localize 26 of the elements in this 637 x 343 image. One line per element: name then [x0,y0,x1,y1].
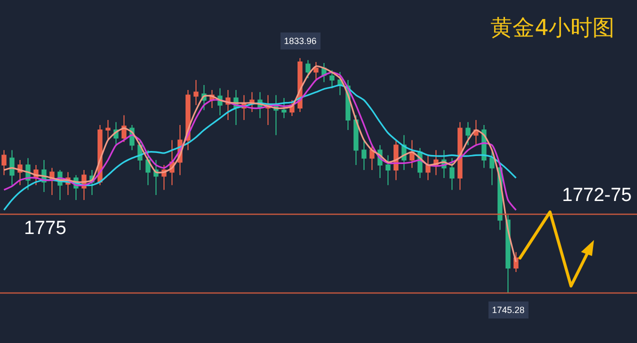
annotation: 1833.96 [284,36,317,46]
candlestick [146,150,150,186]
ref-line-label: 1775 [24,218,66,239]
candlestick [370,144,374,171]
candlestick [250,92,254,113]
text: 1772-75 [562,185,632,206]
candlestick [10,150,14,186]
text: 黄金4小时图 [490,16,615,42]
candlestick [330,70,334,89]
candlestick [458,122,462,190]
candlestick [386,154,390,186]
candlestick [354,114,358,166]
candlestick [362,140,366,171]
candlestick [490,150,494,186]
candlestick [122,114,126,142]
candlestick [106,119,110,141]
candlestick [282,98,286,119]
candlestick [466,122,470,146]
candlestick [410,140,414,168]
candlestick [426,154,430,181]
candlestick [314,61,318,80]
candlestick [2,150,6,176]
annotation: 1745.28 [492,305,525,315]
candlestick [450,158,454,190]
candlestick [306,60,310,79]
candlestick [194,79,198,106]
